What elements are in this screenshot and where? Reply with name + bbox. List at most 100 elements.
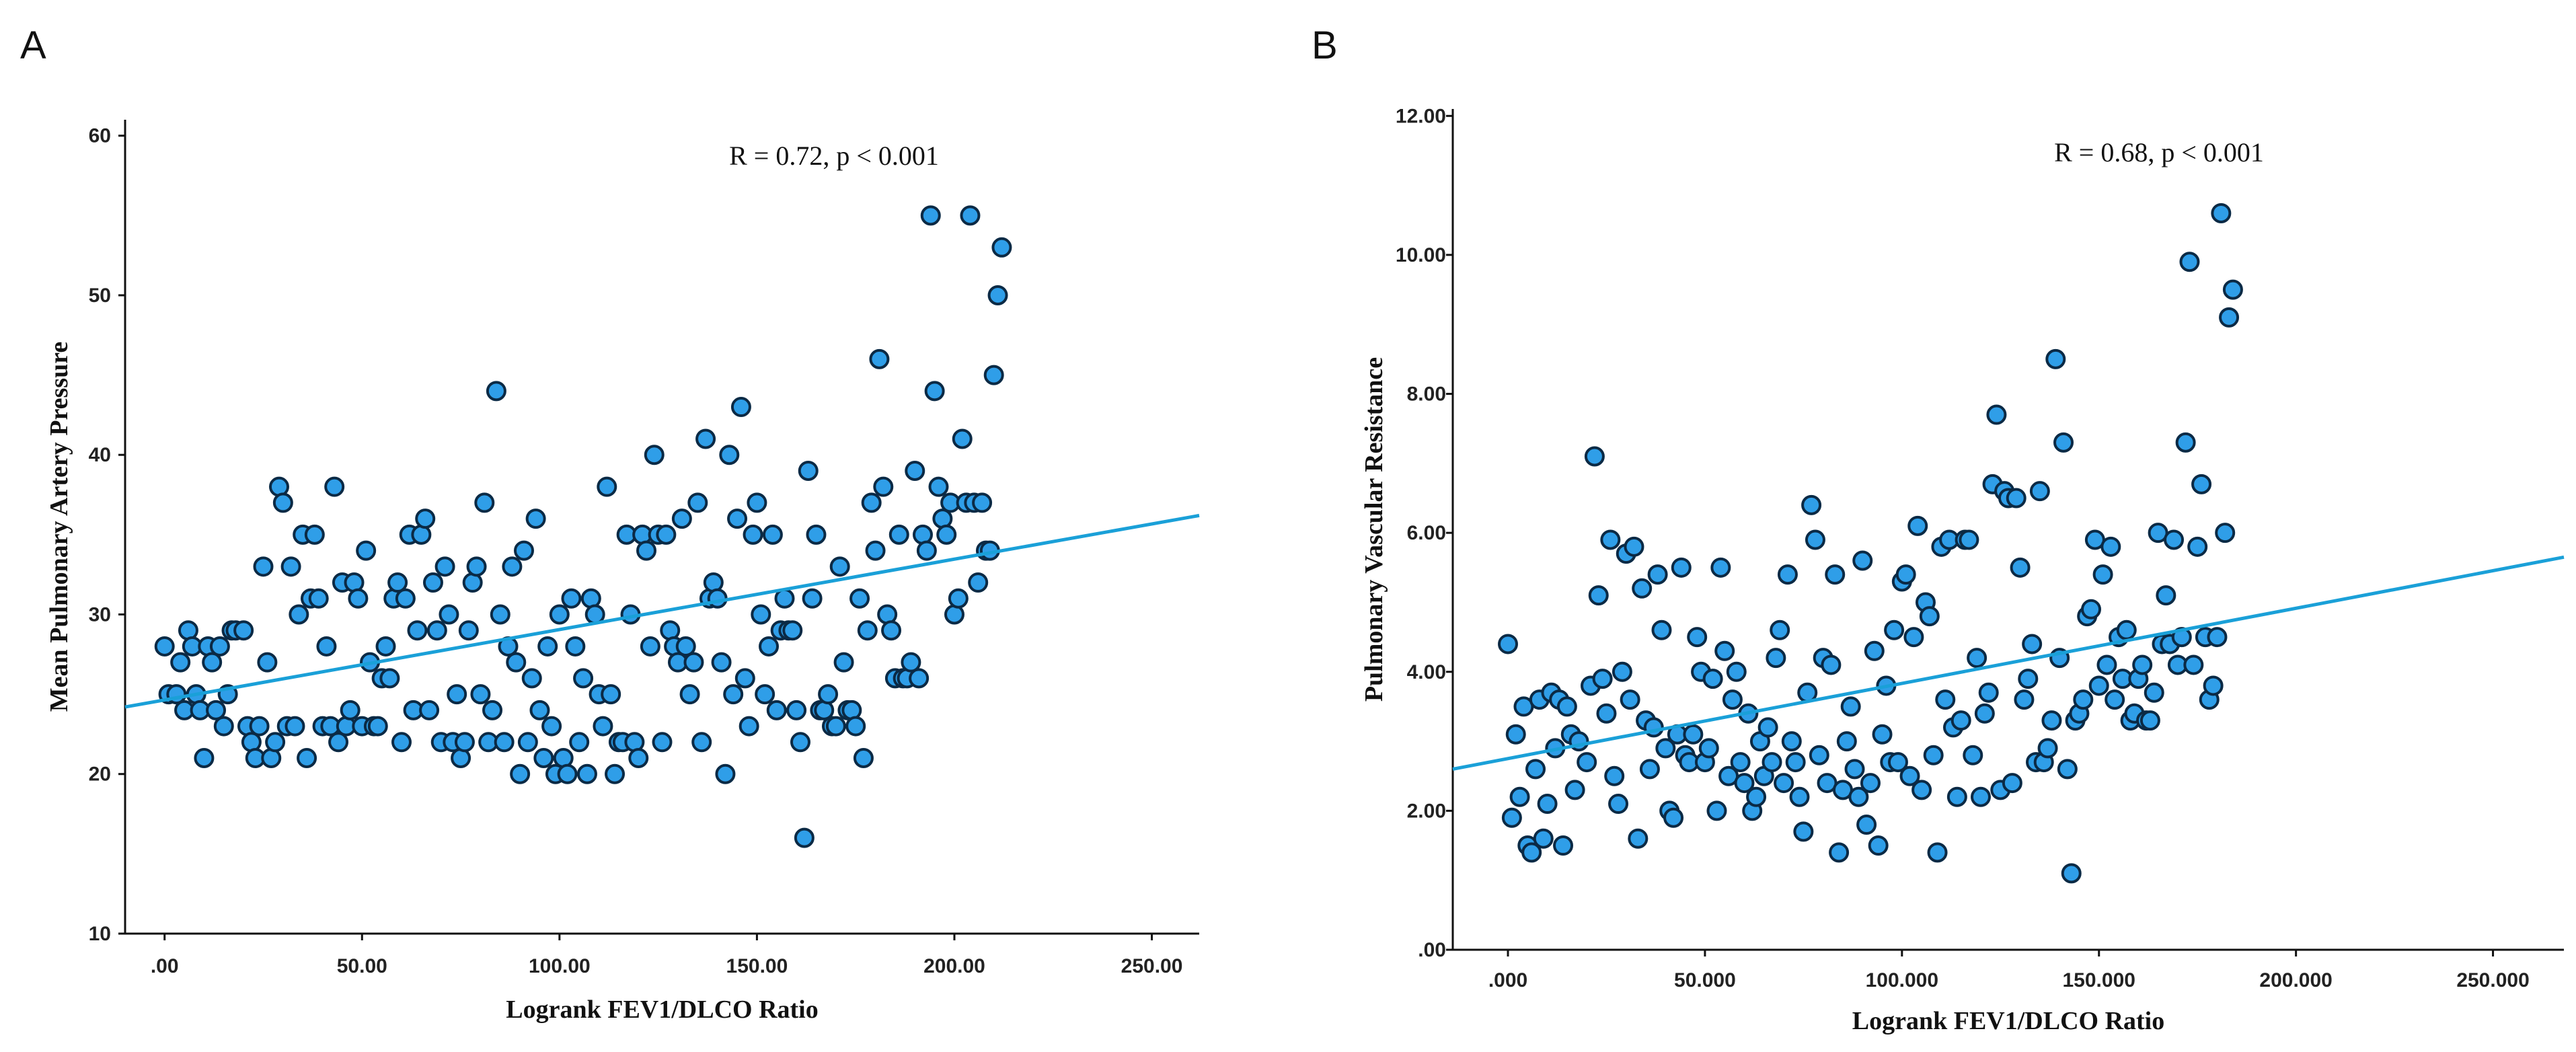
charta-x-tick-label: 250.00 [1121,955,1183,977]
chartb-data-point [1793,821,1814,842]
chartb-data-point [2171,627,2192,648]
charta-data-point [861,492,882,513]
charta-data-point [233,620,254,641]
chartb-data-point [1927,842,1948,863]
chartb-data-point [2116,619,2137,640]
charta-correlation-annotation: R = 0.72, p < 0.001 [729,141,939,171]
chartb-data-point [1919,606,1940,627]
chartb-data-point [2144,682,2164,703]
chartb-data-point [1592,669,1613,689]
chartb-data-point [1821,654,1842,675]
charta-data-point [561,588,582,609]
chartb-data-point [1714,640,1735,661]
charta-data-point [723,684,744,705]
chartb-data-point [1801,494,1822,515]
charta-data-point [597,476,617,497]
charta-data-point [486,381,506,402]
charta-y-tick-label: 50 [89,285,111,307]
charta-data-point [447,684,467,705]
charta-data-point [422,572,443,593]
chartb-data-point [1505,724,1526,745]
chartb-data-point [2073,689,2094,710]
chartb-data-point [1903,627,1924,648]
charta-data-point [924,381,945,402]
chartb-data-point [1970,786,1991,807]
chartb-data-point [1986,404,2007,425]
charta-data-point [466,556,487,577]
charta-data-point [324,476,345,497]
charta-data-point [873,476,894,497]
chartb-x-tick-label: 50.000 [1674,969,1736,991]
chartb-data-point [1895,564,1916,585]
chartb-data-point [1564,780,1585,800]
charta-data-point [316,636,337,656]
charta-data-point [525,509,546,529]
charta-data-point [628,748,649,769]
charta-data-point [869,348,890,369]
chartb-data-point [1501,807,1522,828]
chartb-data-point [1710,557,1731,578]
chartb-data-point [1848,786,1869,807]
chartb-data-point [1766,648,1786,669]
chartb-data-point [2041,710,2062,731]
chartb-data-point [1651,619,1672,640]
chartb-x-axis-title: Logrank FEV1/DLCO Ratio [1852,1007,2164,1035]
chartb-data-point [2096,654,2117,675]
charta-data-point [407,620,428,641]
charta-data-point [640,636,660,656]
chartb-data-point [1604,765,1625,786]
charta-data-point [691,732,712,753]
chartb-data-point [2018,669,2039,689]
charta-data-point [529,700,550,720]
charta-data-point [730,397,751,418]
charta-data-point [936,524,957,545]
charta-data-point [695,428,716,449]
charta-data-point [790,732,810,753]
chartb-y-tick-label: 10.00 [1396,244,1446,266]
chartb-data-point [1600,529,1621,550]
chartb-data-point [2022,634,2043,654]
charta-data-point [833,652,854,673]
charta-data-point [194,748,215,769]
charta-data-point [395,588,416,609]
chartb-data-point [1533,828,1554,849]
charta-data-point [818,684,839,705]
chartb-data-point [2183,654,2204,675]
charta-data-point [517,732,538,753]
charta-data-point [755,684,775,705]
chartb-data-point [1663,807,1684,828]
charta-data-point [972,492,993,513]
chartb-data-point [2092,564,2113,585]
chartb-data-point [1774,773,1794,794]
charta-x-tick-label: 50.00 [337,955,387,977]
chartb-data-point [1789,786,1810,807]
charta-data-point [569,732,590,753]
chartb-data-point [2057,759,2078,780]
charta-data-point [541,716,562,737]
chartb-y-axis-title: Pulmonary Vascular Resistance [1360,357,1388,702]
chartb-data-point [1671,557,1692,578]
charta-data-point [253,556,274,577]
chartb-data-point [2105,689,2125,710]
chartb-data-point [1860,773,1881,794]
chartb-data-point [1537,794,1558,815]
charta-y-tick-label: 10 [89,923,111,945]
charta-data-point [774,588,795,609]
charta-data-point [968,572,989,593]
chartb-data-point [1746,786,1767,807]
chartb-data-point [1805,529,1825,550]
chartb-y-tick-label: 8.00 [1407,383,1446,406]
chartb-y-tick-label: 2.00 [1407,800,1446,822]
chartb-y-tick-label: 12.00 [1396,105,1446,127]
panel-label-b: B [1312,24,1338,67]
charta-data-point [470,684,491,705]
chartb-data-point [2211,202,2232,223]
chartb-data-point [2100,536,2121,557]
chartb-data-point [1907,515,1928,536]
charta-data-point [340,700,361,720]
charta-data-point [154,636,175,656]
charta-data-point [905,460,925,481]
chartb-y-tick-label: .00 [1418,939,1446,961]
charta-data-point [983,365,1004,385]
